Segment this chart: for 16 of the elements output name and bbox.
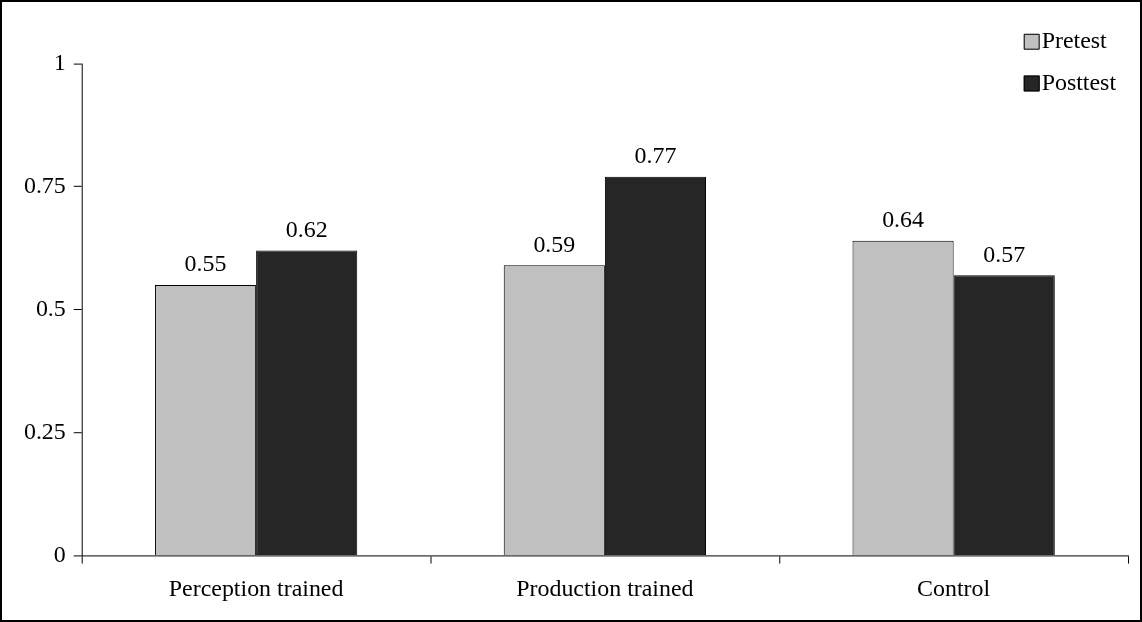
y-tick-label: 0 <box>53 540 66 567</box>
data-label: 0.77 <box>634 142 677 169</box>
data-label: 0.57 <box>983 240 1026 267</box>
data-label: 0.62 <box>285 215 328 242</box>
legend-label: Posttest <box>1041 68 1117 95</box>
x-tick-label: Perception trained <box>168 575 344 602</box>
legend-label: Pretest <box>1041 27 1108 53</box>
data-label: 0.55 <box>184 250 227 277</box>
y-tick-label: 0.25 <box>23 417 66 444</box>
data-label: 0.59 <box>533 230 576 257</box>
x-tick-label: Control <box>917 575 991 602</box>
data-label: 0.64 <box>882 206 925 233</box>
y-tick-label: 0.75 <box>23 171 66 198</box>
y-tick-label: 1 <box>53 48 66 75</box>
y-tick-label: 0.5 <box>35 294 66 321</box>
x-tick-label: Production trained <box>516 575 694 602</box>
